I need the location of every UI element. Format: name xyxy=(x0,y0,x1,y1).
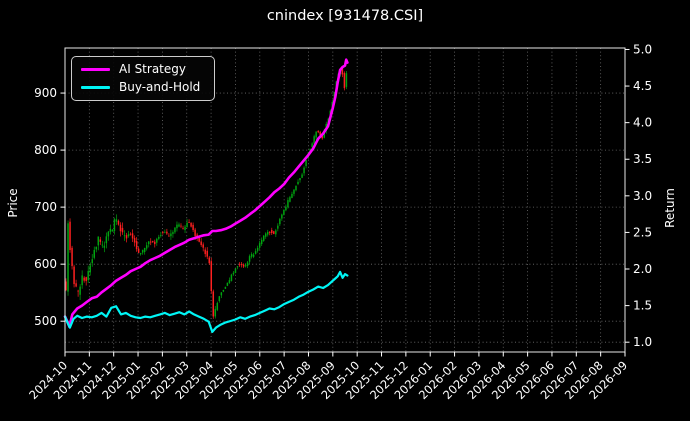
plot-border xyxy=(64,47,626,353)
svg-text:2.0: 2.0 xyxy=(633,262,652,276)
return-axis-label: Return xyxy=(663,188,677,228)
tick-marks xyxy=(60,48,630,357)
svg-text:1.5: 1.5 xyxy=(633,299,652,313)
svg-text:3.5: 3.5 xyxy=(633,152,652,166)
price-tick-labels: 500 600 700 800 900 xyxy=(34,86,57,328)
legend-swatch-buy-and-hold xyxy=(81,86,110,90)
price-axis-label: Price xyxy=(6,188,20,217)
legend-label-ai-strategy: AI Strategy xyxy=(119,62,186,76)
legend-swatch-ai-strategy xyxy=(81,68,110,72)
svg-text:3.0: 3.0 xyxy=(633,189,652,203)
svg-text:2.5: 2.5 xyxy=(633,225,652,239)
svg-text:900: 900 xyxy=(34,86,57,100)
legend-item-ai-strategy: AI Strategy xyxy=(81,62,200,76)
chart-title: cnindex [931478.CSI] xyxy=(266,8,424,24)
legend-label-buy-and-hold: Buy-and-Hold xyxy=(119,80,201,95)
line-buy-and-hold xyxy=(63,270,349,333)
return-tick-labels: 1.0 1.5 2.0 2.5 3.0 3.5 4.0 4.5 5.0 xyxy=(633,42,652,349)
svg-text:1.0: 1.0 xyxy=(633,335,652,349)
x-tick-labels: 2024-102024-112024-122025-012025-022025-… xyxy=(26,358,630,402)
line-ai-strategy xyxy=(63,58,349,329)
candlestick-series xyxy=(65,67,348,319)
svg-text:500: 500 xyxy=(34,314,57,328)
legend: AI Strategy Buy-and-Hold xyxy=(71,56,216,102)
svg-text:700: 700 xyxy=(34,200,57,214)
svg-text:5.0: 5.0 xyxy=(633,42,652,56)
y-gridlines xyxy=(65,92,625,322)
svg-text:4.0: 4.0 xyxy=(633,116,652,130)
svg-text:800: 800 xyxy=(34,143,57,157)
svg-text:4.5: 4.5 xyxy=(633,79,652,93)
svg-text:600: 600 xyxy=(34,257,57,271)
legend-item-buy-and-hold: Buy-and-Hold xyxy=(81,80,201,95)
